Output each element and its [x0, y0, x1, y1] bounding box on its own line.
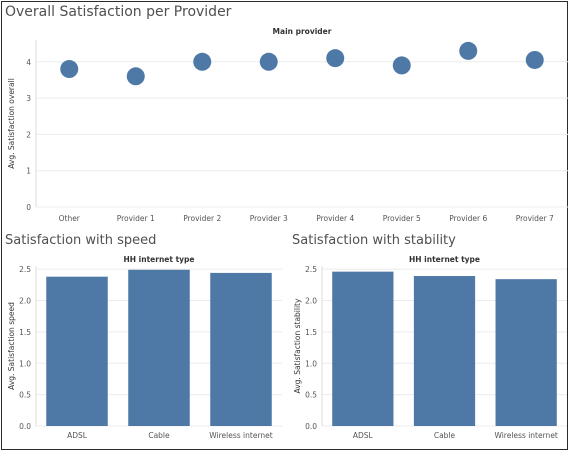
- bar: [413, 276, 476, 426]
- data-point: [126, 67, 145, 86]
- chart-title-stability: Satisfaction with stability: [292, 233, 456, 248]
- data-point: [459, 41, 478, 60]
- y-tick-label: 0.0: [305, 422, 317, 431]
- data-point: [60, 60, 79, 79]
- bar: [495, 279, 557, 426]
- y-tick-label: 0.0: [19, 422, 31, 431]
- x-tick-label: Provider 1: [117, 214, 155, 223]
- x-tick-label: ADSL: [353, 431, 374, 440]
- x-tick-label: Cable: [434, 431, 456, 440]
- x-tick-label: ADSL: [67, 431, 88, 440]
- bar: [332, 271, 394, 426]
- x-tick-label: Other: [59, 214, 81, 223]
- y-tick-label: 3: [26, 94, 31, 103]
- y-tick-label: 0: [26, 203, 31, 212]
- y-tick-label: 0.5: [19, 391, 31, 400]
- y-axis-label: Avg. Satisfaction overall: [7, 78, 16, 169]
- x-tick-label: Wireless internet: [209, 431, 272, 440]
- x-tick-label: Provider 4: [316, 214, 354, 223]
- y-tick-label: 2.5: [305, 265, 317, 274]
- chart-header: HH internet type: [409, 255, 480, 264]
- y-tick-label: 1.5: [305, 328, 317, 337]
- x-tick-label: Provider 2: [183, 214, 221, 223]
- data-point: [193, 52, 212, 71]
- y-tick-label: 2.5: [19, 265, 31, 274]
- bar: [128, 269, 190, 426]
- y-tick-label: 1: [26, 167, 31, 176]
- x-tick-label: Provider 3: [250, 214, 288, 223]
- data-point: [392, 56, 411, 75]
- data-point: [326, 49, 345, 68]
- chart-header: HH internet type: [124, 255, 195, 264]
- chart-header: Main provider: [273, 27, 332, 36]
- x-tick-label: Provider 6: [449, 214, 487, 223]
- y-tick-label: 1.0: [19, 359, 31, 368]
- bar: [46, 276, 108, 426]
- y-tick-label: 0.5: [305, 391, 317, 400]
- data-point: [525, 50, 544, 69]
- y-tick-label: 2.0: [305, 297, 317, 306]
- y-axis-label: Avg. Satisfaction speed: [7, 302, 16, 390]
- y-axis-label: Avg. Satisfaction stability: [293, 298, 302, 393]
- data-point: [259, 52, 278, 71]
- chart-title-overall: Overall Satisfaction per Provider: [5, 4, 232, 20]
- x-tick-label: Cable: [148, 431, 170, 440]
- x-tick-label: Provider 5: [383, 214, 421, 223]
- y-tick-label: 1.5: [19, 328, 31, 337]
- y-tick-label: 2.0: [19, 297, 31, 306]
- x-tick-label: Wireless internet: [494, 431, 557, 440]
- y-tick-label: 4: [26, 58, 31, 67]
- bar: [210, 272, 272, 426]
- x-tick-label: Provider 7: [516, 214, 554, 223]
- chart-title-speed: Satisfaction with speed: [5, 233, 157, 248]
- y-tick-label: 1.0: [305, 359, 317, 368]
- y-tick-label: 2: [26, 130, 31, 139]
